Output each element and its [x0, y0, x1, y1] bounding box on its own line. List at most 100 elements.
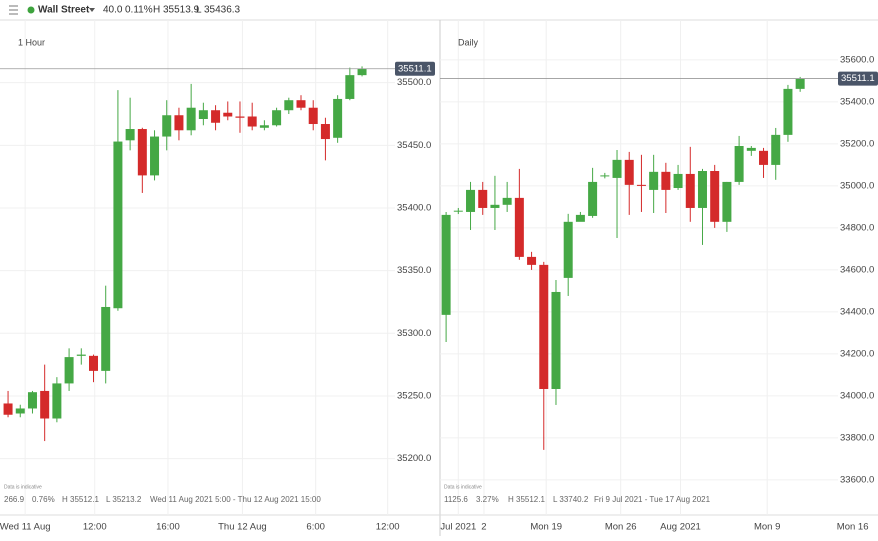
candle-body	[588, 181, 598, 216]
candle-body	[137, 129, 147, 176]
candle-body	[3, 403, 13, 415]
candle-body	[783, 88, 793, 135]
candle-body	[89, 355, 99, 371]
candle-body	[76, 354, 86, 356]
menu-icon[interactable]	[9, 5, 18, 15]
info-text: Wed 11 Aug 2021 5:00 - Thu 12 Aug 2021 1…	[150, 495, 321, 504]
info-text: 266.9	[4, 495, 25, 504]
x-tick-label: 16:00	[156, 522, 180, 533]
info-text: H 35512.1	[508, 495, 545, 504]
y-tick-label: 34000.0	[840, 390, 874, 401]
candle-body	[710, 170, 720, 222]
candle-body	[296, 100, 306, 108]
candle-body	[527, 256, 537, 265]
x-tick-label: Aug 2021	[660, 522, 701, 533]
candle-body	[259, 125, 269, 128]
candle-body	[563, 221, 573, 278]
x-tick-label: 2	[481, 522, 486, 533]
y-tick-label: 35250.0	[397, 390, 431, 401]
candle-body	[162, 115, 172, 137]
x-tick-label: Mon 9	[754, 522, 780, 533]
last-price-tag	[395, 61, 435, 76]
note: Data is indicative	[4, 484, 42, 490]
y-tick-label: 34200.0	[840, 348, 874, 359]
candle-body	[502, 197, 512, 205]
y-tick-label: 35600.0	[840, 54, 874, 65]
y-tick-label: 35400.0	[397, 202, 431, 213]
candle-body	[52, 383, 62, 419]
y-tick-label: 35450.0	[397, 140, 431, 151]
candle-body	[223, 112, 233, 117]
candle-body	[514, 197, 524, 257]
y-tick-label: 35000.0	[840, 180, 874, 191]
x-tick-label: Mon 19	[530, 522, 562, 533]
candle-body	[174, 115, 184, 131]
candle-body	[198, 110, 208, 119]
candle-body	[649, 171, 659, 190]
instrument[interactable]: Wall Street	[38, 5, 90, 16]
x-tick-label: 12:00	[83, 522, 107, 533]
y-tick-label: 35500.0	[397, 77, 431, 88]
info-text: 3.27%	[476, 495, 499, 504]
candle-body	[697, 170, 707, 208]
candle-body	[333, 98, 343, 138]
y-tick-label: 34400.0	[840, 306, 874, 317]
candle-body	[685, 173, 695, 208]
candle-body	[113, 141, 123, 309]
candle-body	[320, 124, 330, 140]
y-tick-label: 35200.0	[397, 453, 431, 464]
high: H 35513.9	[153, 5, 200, 16]
info-text: Fri 9 Jul 2021 - Tue 17 Aug 2021	[594, 495, 711, 504]
candle-body	[308, 107, 318, 125]
candle-body	[771, 134, 781, 165]
info-text: H 35512.1	[62, 495, 99, 504]
y-tick-label: 33800.0	[840, 432, 874, 443]
candle-body	[40, 390, 50, 419]
last-price-label: 35511.1	[398, 63, 432, 74]
info-text: L 33740.2	[553, 495, 589, 504]
candle-body	[150, 136, 160, 176]
candle-body	[490, 204, 500, 208]
note: Data is indicative	[444, 484, 482, 490]
candle-body	[624, 159, 634, 185]
panel-title: 1 Hour	[18, 37, 45, 47]
candle-body	[125, 129, 135, 141]
candle-body	[722, 181, 732, 222]
candle-body	[235, 116, 245, 118]
candle-body	[345, 75, 355, 99]
candle-body	[795, 78, 805, 89]
last-price-label: 35511.1	[841, 73, 875, 84]
candle-body	[272, 110, 282, 126]
candle-body	[247, 116, 257, 127]
candle-body	[211, 110, 221, 123]
x-tick-label: Jul 2021	[440, 522, 476, 533]
candle-body	[453, 210, 463, 212]
x-tick-label: 12:00	[376, 522, 400, 533]
y-tick-label: 34600.0	[840, 264, 874, 275]
candle-body	[101, 306, 111, 371]
y-tick-label: 35300.0	[397, 328, 431, 339]
info-text: L 35213.2	[106, 495, 142, 504]
x-tick-label: Mon 26	[605, 522, 637, 533]
y-tick-label: 35200.0	[840, 138, 874, 149]
y-tick-label: 33600.0	[840, 474, 874, 485]
candle-body	[64, 357, 74, 384]
candle-body	[575, 214, 585, 222]
candle-body	[284, 100, 294, 111]
change: 40.0	[103, 5, 123, 16]
change-pct: 0.11%	[125, 5, 153, 16]
candle-body	[186, 107, 196, 131]
candle-body	[539, 264, 549, 389]
candle-body	[759, 150, 769, 165]
y-tick-label: 35400.0	[840, 96, 874, 107]
x-tick-label: Mon 16	[837, 522, 869, 533]
info-text: 1125.6	[444, 495, 468, 504]
candle-body	[661, 171, 671, 190]
panel-title: Daily	[458, 37, 479, 47]
candle-body	[600, 175, 610, 177]
candle-body	[27, 392, 37, 409]
status-dot	[27, 6, 35, 14]
dropdown-arrow[interactable]	[89, 8, 95, 12]
candle-body	[746, 147, 756, 151]
